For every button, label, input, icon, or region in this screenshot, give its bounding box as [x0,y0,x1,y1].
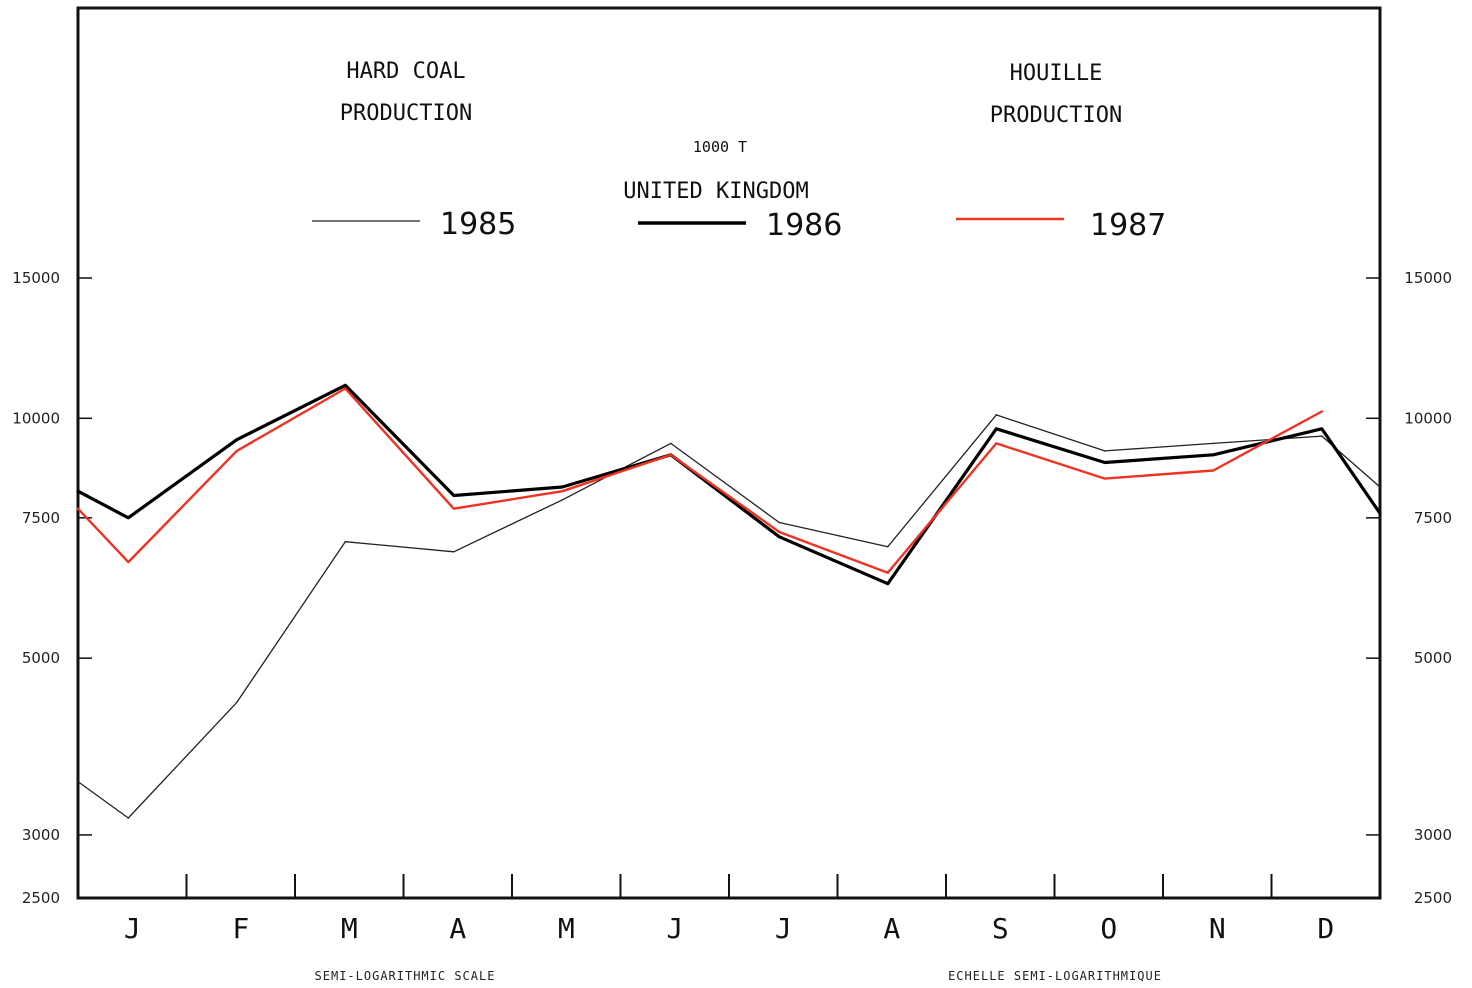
country-label: UNITED KINGDOM [623,179,808,204]
data-point-1987-4 [561,490,564,493]
legend: 1985 1986 1987 [312,207,1166,243]
data-point-1986-8 [995,428,998,430]
x-tick-label-3: A [449,912,466,945]
y-tick-label-left-3000: 3000 [22,826,60,844]
data-point-1986-3 [452,494,455,497]
y-tick-label-right-5000: 5000 [1414,649,1452,667]
series-lines [76,383,1382,819]
y-tick-label-left-2500: 2500 [22,889,60,907]
series-line-1985 [77,414,1381,819]
title-en-line1: HARD COAL [346,59,465,84]
data-point-1987-5 [669,453,672,456]
data-point-1985-6 [778,521,781,524]
data-point-1985-10 [1212,442,1215,445]
data-point-1985-2 [344,540,347,543]
data-point-1986-1 [235,438,238,441]
title-fr-line2: PRODUCTION [990,103,1122,128]
y-tick-label-right-2500: 2500 [1414,889,1452,907]
data-point-1987-3 [452,507,455,510]
data-point-1987-6 [778,531,781,533]
data-point-1987-1 [235,450,238,452]
data-point-1985-9 [1103,450,1106,452]
scale-note-fr: ECHELLE SEMI-LOGARITHMIQUE [948,969,1162,983]
data-point-1987-7 [886,571,889,574]
data-point-1987-0 [127,561,130,563]
x-tick-label-0: J [124,912,141,945]
y-tick-label-left-10000: 10000 [12,409,60,427]
x-tick-label-11: D [1317,912,1334,945]
series-line-1987 [76,387,1324,574]
data-point-1986-2 [344,384,347,387]
legend-label-1985: 1985 [440,207,516,242]
x-tick-label-5: J [666,912,683,945]
data-point-1985-11 [1320,435,1323,437]
data-point-1986-4 [561,486,564,488]
x-tick-label-9: O [1100,912,1117,945]
x-tick-label-6: J [775,912,792,945]
x-tick-label-2: M [341,912,358,945]
x-tick-label-4: M [558,912,575,945]
x-tick-label-1: F [232,912,249,945]
data-point-1986-7 [886,582,889,585]
unit-label: 1000 T [693,138,747,156]
scale-note-en: SEMI-LOGARITHMIC SCALE [315,969,496,983]
title-fr-line1: HOUILLE [1010,61,1103,86]
data-point-1986-9 [1103,461,1106,464]
data-point-1985-7 [886,545,889,548]
data-point-1985-4 [561,499,564,501]
x-tick-label-7: A [883,912,900,945]
y-tick-label-left-15000: 15000 [12,269,60,287]
data-point-1987-9 [1103,477,1106,480]
data-point-1985-3 [452,550,455,553]
data-point-1987-8 [995,442,998,445]
data-point-1985-1 [235,701,238,704]
data-point-1986-11 [1320,428,1323,430]
data-point-1987-2 [344,387,347,390]
data-point-1985-8 [995,414,998,416]
data-point-1985-5 [669,442,672,445]
x-tick-label-10: N [1209,912,1226,945]
data-point-1986-6 [778,536,781,538]
data-point-1986-0 [127,517,130,519]
data-point-1985-0 [127,817,130,819]
y-tick-label-right-10000: 10000 [1404,409,1452,427]
data-point-1987-11 [1320,410,1323,413]
legend-label-1986: 1986 [766,208,842,243]
data-point-1987-10 [1212,469,1215,472]
x-tick-label-8: S [992,912,1009,945]
y-tick-label-left-7500: 7500 [22,509,60,527]
y-tick-label-left-5000: 5000 [22,649,60,667]
series-line-1986 [76,383,1382,586]
legend-label-1987: 1987 [1090,208,1166,243]
y-axis-right: 2500 3000 5000 7500 10000 15000 [1366,269,1452,907]
y-tick-label-right-3000: 3000 [1414,826,1452,844]
data-point-1986-10 [1212,453,1215,456]
y-tick-label-right-15000: 15000 [1404,269,1452,287]
y-tick-label-right-7500: 7500 [1414,509,1452,527]
title-en-line2: PRODUCTION [340,101,472,126]
y-axis-left: 2500 3000 5000 7500 10000 15000 [12,269,92,907]
